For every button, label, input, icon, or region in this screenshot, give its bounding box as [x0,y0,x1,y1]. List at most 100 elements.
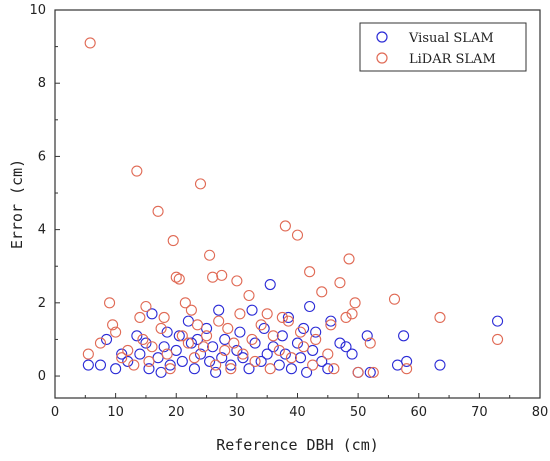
y-tick-label: 10 [29,3,46,18]
data-point-visual-slam [158,341,170,353]
data-point-visual-slam [285,363,297,375]
data-point-visual-slam [94,359,107,371]
data-point-lidar-slam [267,330,279,342]
data-point-visual-slam [155,366,167,378]
data-point-lidar-slam [134,311,146,324]
data-point-lidar-slam [140,300,152,313]
data-point-visual-slam [264,278,276,291]
data-point-lidar-slam [264,363,276,375]
data-point-lidar-slam [228,337,240,349]
data-point-lidar-slam [279,220,291,232]
data-point-visual-slam [361,330,373,342]
data-point-lidar-slam [352,366,364,378]
data-point-lidar-slam [325,319,337,331]
data-point-visual-slam [340,341,352,353]
data-point-visual-slam [246,304,258,316]
data-point-lidar-slam [201,330,213,342]
data-point-lidar-slam [170,271,182,283]
data-point-visual-slam [291,337,304,349]
data-point-visual-slam [188,363,200,375]
data-point-lidar-slam [298,341,310,353]
data-point-visual-slam [185,337,197,349]
data-point-lidar-slam [110,326,122,338]
x-tick-label: 10 [107,405,124,420]
data-point-visual-slam [310,326,322,338]
data-point-visual-slam [304,300,316,313]
data-point-visual-slam [110,363,122,375]
legend-marker-visual-slam [376,31,388,43]
data-point-visual-slam [173,330,185,342]
data-point-lidar-slam [249,355,261,367]
y-axis-title: Error (cm) [8,159,26,249]
data-point-lidar-slam [116,352,128,364]
x-tick-label: 40 [289,405,306,420]
data-point-lidar-slam [222,322,234,335]
data-point-lidar-slam [176,330,188,342]
data-point-lidar-slam [246,333,258,345]
data-point-lidar-slam [388,293,401,305]
data-point-visual-slam [219,333,231,345]
data-point-visual-slam [398,330,410,342]
data-point-visual-slam [234,326,246,338]
data-point-lidar-slam [328,363,340,375]
data-point-lidar-slam [131,165,143,177]
data-point-lidar-slam [346,308,358,320]
data-point-lidar-slam [349,297,361,309]
data-point-visual-slam [434,359,446,371]
data-point-lidar-slam [213,315,225,327]
data-point-lidar-slam [152,205,164,217]
ticks: 0 10 20 30 40 50 60 70 80 0 2 4 6 8 10 [29,3,548,420]
data-point-lidar-slam [146,341,158,353]
data-point-lidar-slam [191,319,204,331]
y-tick-label: 0 [38,369,46,384]
legend-box [359,22,527,72]
data-point-lidar-slam [234,308,246,320]
data-point-visual-slam [182,315,194,327]
x-tick-label: 20 [168,405,185,420]
y-tick-label: 6 [38,149,46,164]
data-point-visual-slam [131,330,143,342]
data-point-lidar-slam [285,352,297,364]
data-point-lidar-slam [207,271,219,283]
data-point-lidar-slam [340,311,352,324]
data-point-visual-slam [122,355,134,367]
data-point-visual-slam [307,344,319,356]
data-markers [82,37,504,378]
data-point-lidar-slam [316,286,328,298]
data-point-visual-slam [170,344,182,356]
data-point-visual-slam [116,348,128,360]
x-tick-label: 60 [410,405,427,420]
data-point-visual-slam [143,363,155,375]
data-point-lidar-slam [291,229,304,241]
data-point-lidar-slam [255,319,267,331]
data-point-visual-slam [255,355,267,367]
data-point-visual-slam [216,352,228,364]
data-point-lidar-slam [225,363,237,375]
data-point-lidar-slam [173,273,185,285]
data-point-visual-slam [298,322,310,335]
data-point-visual-slam [322,363,334,375]
data-point-visual-slam [279,348,291,360]
x-tick-label: 80 [532,405,549,420]
data-point-visual-slam [194,348,207,360]
data-point-visual-slam [273,359,285,371]
data-point-lidar-slam [343,253,355,265]
data-point-visual-slam [276,330,288,342]
data-point-visual-slam [140,337,152,349]
data-point-visual-slam [161,326,173,338]
data-point-lidar-slam [243,289,255,302]
data-point-lidar-slam [310,333,322,345]
data-point-lidar-slam [231,275,243,287]
data-point-lidar-slam [82,348,94,360]
x-tick-label: 0 [51,405,59,420]
data-point-lidar-slam [367,366,379,378]
data-point-lidar-slam [104,297,116,309]
data-point-visual-slam [213,304,225,316]
data-point-visual-slam [301,366,313,378]
data-point-visual-slam [243,363,255,375]
data-point-lidar-slam [364,337,376,349]
data-point-visual-slam [364,366,376,378]
data-point-visual-slam [334,337,346,349]
data-point-lidar-slam [155,322,167,335]
data-point-visual-slam [282,311,294,324]
